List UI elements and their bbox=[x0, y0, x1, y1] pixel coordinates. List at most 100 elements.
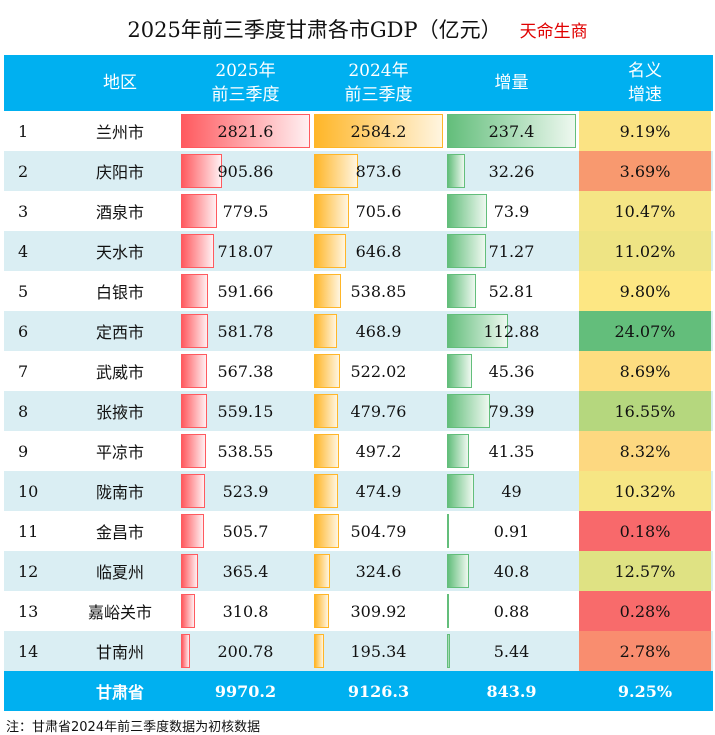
gdp-2025-bar bbox=[181, 594, 196, 628]
increase-bar bbox=[447, 194, 488, 228]
total-2024: 9126.3 bbox=[347, 681, 410, 701]
gdp-2025-cell: 591.66 bbox=[180, 271, 311, 311]
table-row: 13 嘉峪关市 310.8 309.92 0.88 0.28% bbox=[4, 591, 713, 631]
gdp-2024-bar bbox=[314, 114, 443, 148]
increase-bar bbox=[447, 354, 472, 388]
gdp-2025-cell: 905.86 bbox=[180, 151, 311, 191]
region-cell: 平凉市 bbox=[95, 443, 144, 462]
table-header: 地区 2025年 前三季度 2024年 前三季度 增量 名义 增速 bbox=[4, 55, 713, 111]
gdp-2024-cell: 2584.2 bbox=[313, 111, 444, 151]
rank-cell: 4 bbox=[18, 241, 29, 261]
gdp-2025-cell: 581.78 bbox=[180, 311, 311, 351]
increase-bar bbox=[447, 474, 474, 508]
rank-cell: 11 bbox=[18, 521, 39, 541]
gdp-2025-bar bbox=[181, 154, 223, 188]
growth-cell: 16.55% bbox=[579, 391, 711, 431]
table-row: 12 临夏州 365.4 324.6 40.8 12.57% bbox=[4, 551, 713, 591]
region-cell: 武威市 bbox=[95, 363, 144, 382]
rank-cell: 7 bbox=[18, 361, 29, 381]
gdp-2025-bar bbox=[181, 434, 206, 468]
gdp-2024-bar bbox=[314, 234, 347, 268]
gdp-2025-bar bbox=[181, 354, 207, 388]
gdp-table: 地区 2025年 前三季度 2024年 前三季度 增量 名义 增速 1 兰州市 2821.… bbox=[4, 55, 713, 711]
region-cell: 庆阳市 bbox=[95, 163, 144, 182]
gdp-2025-bar bbox=[181, 234, 214, 268]
gdp-2024-cell: 195.34 bbox=[313, 631, 444, 671]
rank-cell: 14 bbox=[18, 641, 39, 661]
header-increase: 增量 bbox=[494, 73, 529, 93]
growth-cell: 3.69% bbox=[579, 151, 711, 191]
gdp-2024-bar bbox=[314, 394, 338, 428]
increase-bar bbox=[447, 234, 486, 268]
rank-cell: 9 bbox=[18, 441, 29, 461]
table-row: 14 甘南州 200.78 195.34 5.44 2.78% bbox=[4, 631, 713, 671]
gdp-2025-cell: 200.78 bbox=[180, 631, 311, 671]
rank-cell: 6 bbox=[18, 321, 29, 341]
growth-cell: 8.69% bbox=[579, 351, 711, 391]
header-growth: 名义 增速 bbox=[628, 61, 662, 105]
increase-cell: 45.36 bbox=[446, 351, 577, 391]
gdp-2024-bar bbox=[314, 314, 338, 348]
rank-cell: 8 bbox=[18, 401, 29, 421]
total-2025: 9970.2 bbox=[214, 681, 277, 701]
table-row: 5 白银市 591.66 538.85 52.81 9.80% bbox=[4, 271, 713, 311]
table-row: 2 庆阳市 905.86 873.6 32.26 3.69% bbox=[4, 151, 713, 191]
region-cell: 张掖市 bbox=[95, 403, 144, 422]
gdp-2024-cell: 468.9 bbox=[313, 311, 444, 351]
brand-label: 天命生商 bbox=[519, 22, 588, 42]
increase-cell: 5.44 bbox=[446, 631, 577, 671]
total-row: 甘肃省 9970.2 9126.3 843.9 9.25% bbox=[4, 671, 713, 711]
growth-cell: 24.07% bbox=[579, 311, 711, 351]
gdp-2024-bar bbox=[314, 434, 339, 468]
gdp-2024-cell: 479.76 bbox=[313, 391, 444, 431]
table-row: 6 定西市 581.78 468.9 112.88 24.07% bbox=[4, 311, 713, 351]
region-cell: 白银市 bbox=[95, 283, 144, 302]
region-cell: 陇南市 bbox=[95, 483, 144, 502]
gdp-2024-bar bbox=[314, 514, 340, 548]
growth-cell: 2.78% bbox=[579, 631, 711, 671]
table-row: 7 武威市 567.38 522.02 45.36 8.69% bbox=[4, 351, 713, 391]
growth-cell: 12.57% bbox=[579, 551, 711, 591]
increase-bar bbox=[447, 274, 476, 308]
gdp-2025-cell: 310.8 bbox=[180, 591, 311, 631]
increase-cell: 49 bbox=[446, 471, 577, 511]
gdp-2024-bar bbox=[314, 554, 331, 588]
gdp-2024-bar bbox=[314, 194, 350, 228]
total-name: 甘肃省 bbox=[95, 683, 144, 702]
rank-cell: 2 bbox=[18, 161, 29, 181]
increase-bar bbox=[447, 434, 470, 468]
gdp-2025-bar bbox=[181, 274, 209, 308]
increase-cell: 0.91 bbox=[446, 511, 577, 551]
gdp-2024-cell: 324.6 bbox=[313, 551, 444, 591]
table-row: 11 金昌市 505.7 504.79 0.91 0.18% bbox=[4, 511, 713, 551]
gdp-2025-bar bbox=[181, 514, 205, 548]
table-row: 3 酒泉市 779.5 705.6 73.9 10.47% bbox=[4, 191, 713, 231]
rank-cell: 3 bbox=[18, 201, 29, 221]
growth-cell: 11.02% bbox=[579, 231, 711, 271]
gdp-2025-bar bbox=[181, 194, 217, 228]
increase-bar bbox=[447, 554, 470, 588]
gdp-2025-cell: 365.4 bbox=[180, 551, 311, 591]
gdp-2024-cell: 646.8 bbox=[313, 231, 444, 271]
gdp-2024-bar bbox=[314, 274, 341, 308]
total-increase: 843.9 bbox=[486, 681, 537, 701]
increase-bar bbox=[447, 594, 449, 628]
region-cell: 天水市 bbox=[95, 243, 144, 262]
gdp-2024-bar bbox=[314, 354, 341, 388]
gdp-2025-bar bbox=[181, 634, 191, 668]
gdp-2025-cell: 559.15 bbox=[180, 391, 311, 431]
gdp-2025-bar bbox=[181, 314, 208, 348]
gdp-2025-cell: 538.55 bbox=[180, 431, 311, 471]
gdp-2025-bar bbox=[181, 554, 198, 588]
rank-cell: 10 bbox=[18, 481, 39, 501]
gdp-2024-bar bbox=[314, 634, 324, 668]
page-title: 2025年前三季度甘肃各市GDP（亿元） 天命生商 bbox=[0, 14, 715, 44]
table-row: 10 陇南市 523.9 474.9 49 10.32% bbox=[4, 471, 713, 511]
rank-cell: 12 bbox=[18, 561, 39, 581]
table-row: 1 兰州市 2821.6 2584.2 237.4 9.19% bbox=[4, 111, 713, 151]
increase-cell: 32.26 bbox=[446, 151, 577, 191]
region-cell: 定西市 bbox=[95, 323, 144, 342]
header-2025: 2025年 前三季度 bbox=[211, 61, 280, 105]
gdp-2024-bar bbox=[314, 154, 358, 188]
rank-cell: 5 bbox=[18, 281, 29, 301]
